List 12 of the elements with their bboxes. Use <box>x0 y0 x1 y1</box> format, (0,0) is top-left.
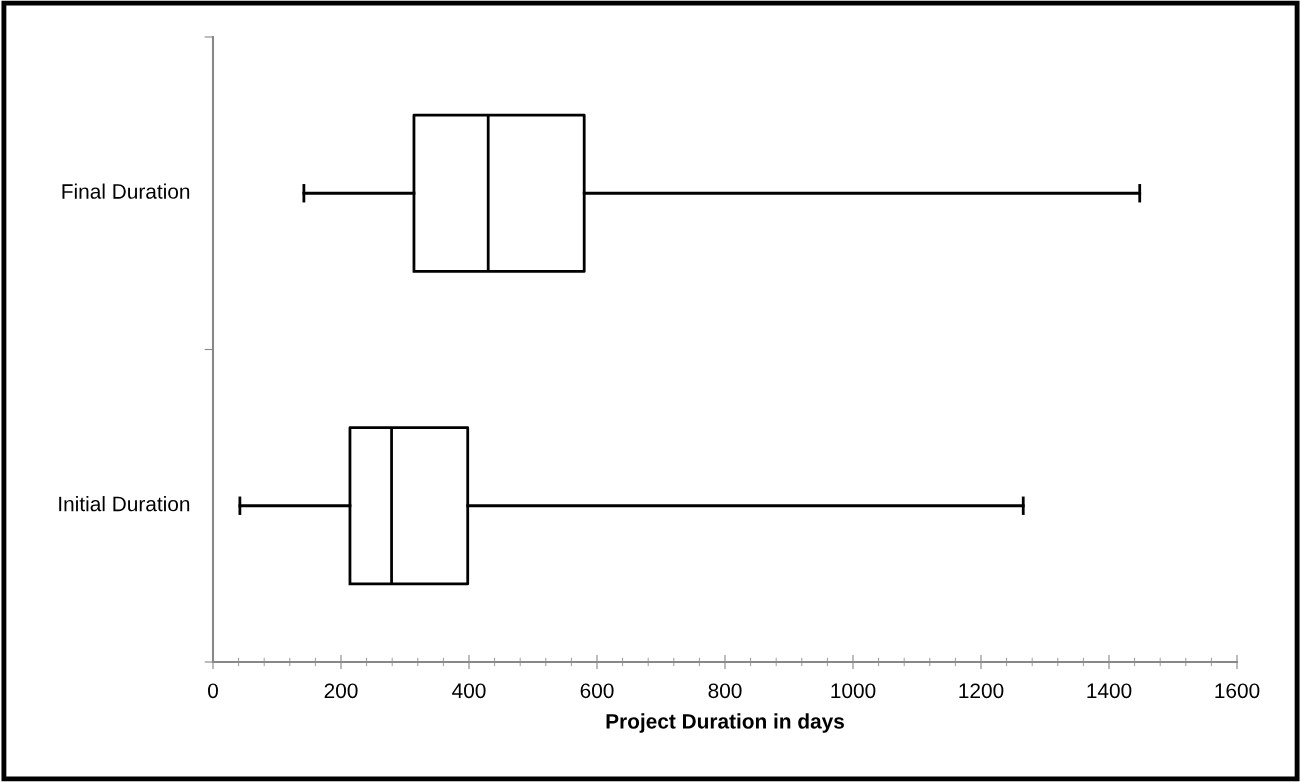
x-tick-label: 1600 <box>1215 683 1260 699</box>
x-tick-label: 1400 <box>1087 683 1132 699</box>
y-tick-label: Initial Duration <box>59 496 190 512</box>
x-tick-label: 600 <box>580 683 614 699</box>
x-tick-label: 1200 <box>959 683 1004 699</box>
x-tick-label: 0 <box>208 683 218 699</box>
x-tick-label: 200 <box>324 683 358 699</box>
x-axis-title: Project Duration in days <box>606 713 844 733</box>
x-tick-label: 1000 <box>831 683 876 699</box>
x-tick-label: 800 <box>708 683 742 699</box>
y-tick-label: Final Duration <box>62 183 190 199</box>
x-tick-label: 400 <box>452 683 486 699</box>
